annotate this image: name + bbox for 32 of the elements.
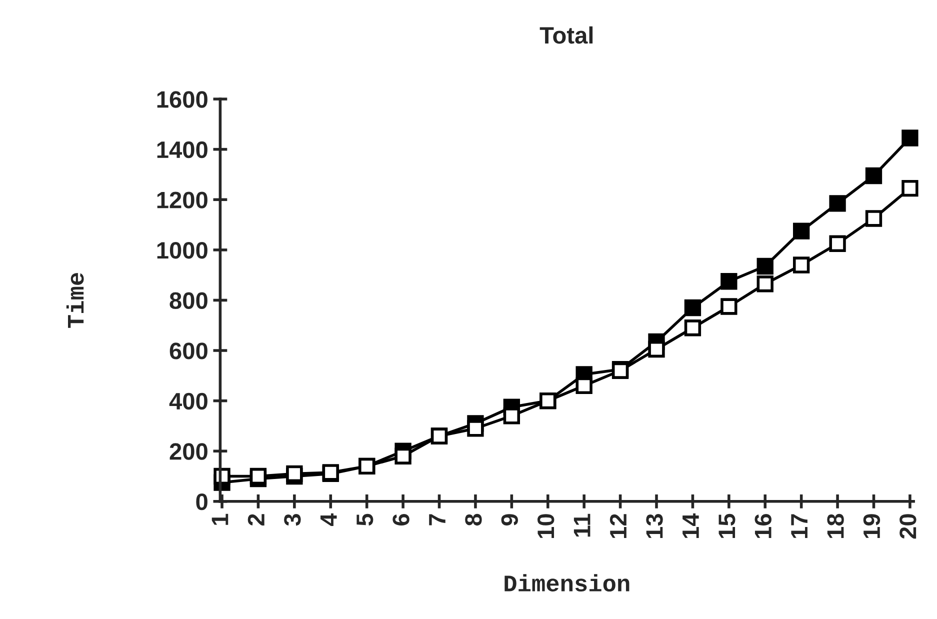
x-tick-label: 19 <box>863 514 880 538</box>
x-axis-title: Dimension <box>504 574 630 592</box>
x-tick-label: 2 <box>248 514 264 526</box>
x-tick-label: 16 <box>754 514 772 538</box>
y-tick-label: 0 <box>196 493 208 510</box>
x-tick-label: 10 <box>537 514 554 538</box>
x-tick-label: 12 <box>610 514 626 538</box>
y-tick-label: 1200 <box>157 192 208 208</box>
x-tick-label: 20 <box>900 514 916 539</box>
x-tick-label: 7 <box>429 514 446 526</box>
x-tick-label: 5 <box>356 514 374 526</box>
x-tick-label: 3 <box>284 514 301 526</box>
y-axis-title: Time <box>66 273 84 328</box>
y-tick-label: 400 <box>169 392 208 410</box>
x-tick-label: 14 <box>682 513 699 538</box>
x-tick-label: 8 <box>465 514 482 526</box>
chart-title: Total <box>540 26 593 44</box>
x-tick-label: 11 <box>574 514 590 537</box>
x-tick-label: 13 <box>646 514 663 538</box>
y-tick-label: 1600 <box>157 91 208 108</box>
y-tick-label: 1000 <box>157 242 208 259</box>
x-tick-label: 4 <box>320 513 337 526</box>
y-tick-label: 1400 <box>157 141 208 158</box>
x-tick-label: 17 <box>791 514 808 538</box>
x-tick-label: 1 <box>212 514 228 525</box>
y-tick-label: 200 <box>170 443 208 460</box>
x-tick-label: 18 <box>827 514 844 538</box>
y-tick-label: 600 <box>170 342 208 360</box>
x-tick-label: 15 <box>718 514 736 538</box>
x-tick-label: 6 <box>392 514 410 526</box>
x-tick-label: 9 <box>501 514 518 526</box>
y-tick-label: 800 <box>170 292 208 310</box>
